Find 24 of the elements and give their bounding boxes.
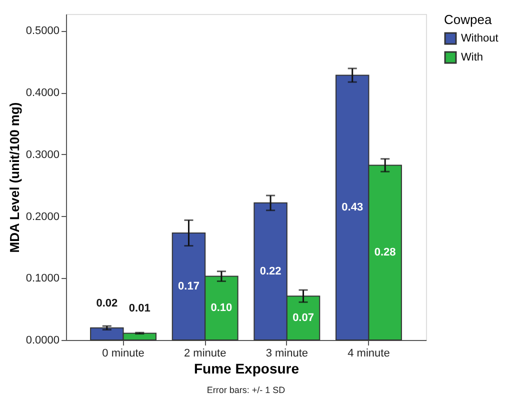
data-label: 0.02	[96, 297, 118, 310]
data-label: 0.10	[210, 302, 232, 314]
text: Error bars: +/- 1 SD	[206, 385, 286, 395]
y-tick-label: 0.5000	[26, 25, 60, 38]
data-label: 0.01	[128, 302, 150, 315]
x-axis-title: Fume Exposure	[194, 360, 300, 376]
y-axis-title: MDA Level (unit/100 mg)	[6, 102, 22, 253]
y-tick-label: 0.0000	[26, 334, 60, 346]
data-label: 0.07	[292, 312, 314, 324]
data-label: 0.43	[342, 202, 364, 214]
legend-label: Without	[461, 32, 498, 44]
y-tick-label: 0.1000	[26, 272, 60, 285]
y-tick-label: 0.2000	[26, 210, 60, 223]
y-tick-label: 0.3000	[26, 148, 60, 161]
data-label: 0.17	[178, 280, 200, 292]
x-tick-label: 3 minute	[266, 348, 308, 360]
legend-label: With	[461, 52, 483, 64]
y-tick-label: 0.4000	[26, 87, 60, 100]
data-label: 0.28	[374, 246, 396, 259]
data-label: 0.22	[260, 265, 282, 278]
x-tick-label: 2 minute	[184, 348, 226, 360]
x-tick-label: 0 minute	[102, 348, 144, 360]
legend-title: Cowpea	[444, 12, 492, 27]
x-tick-label: 4 minute	[348, 348, 390, 360]
